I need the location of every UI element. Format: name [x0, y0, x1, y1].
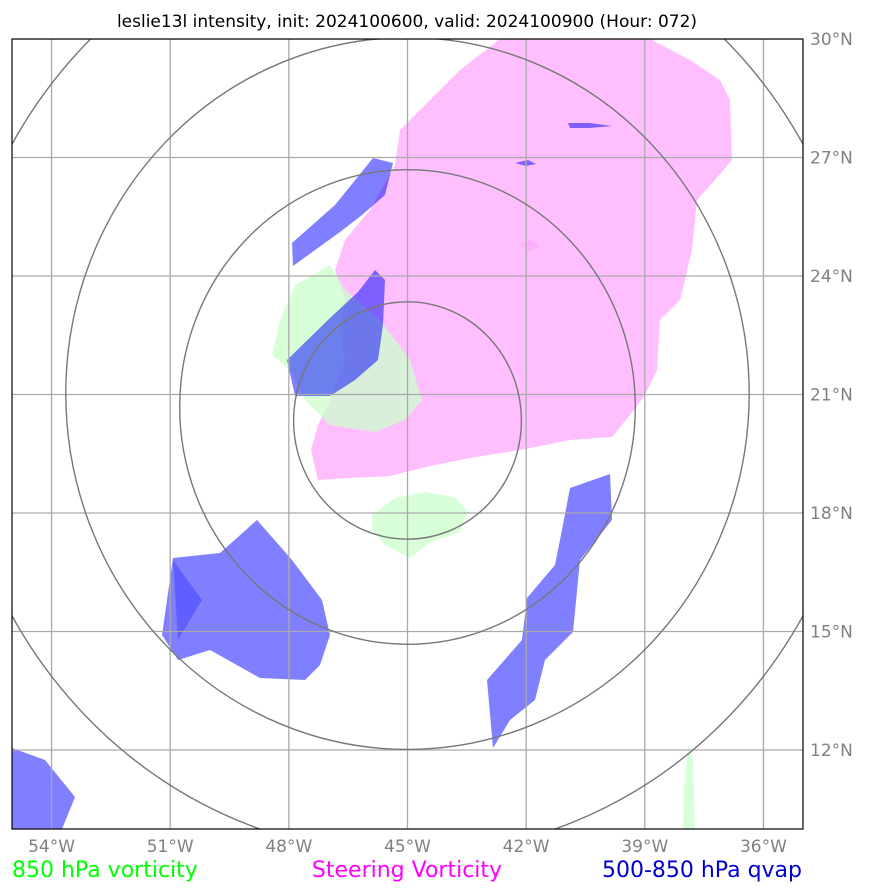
- qvap-far-west: [12, 748, 75, 829]
- latitude-ticks: 12°N 15°N 18°N 21°N 24°N 27°N 30°N: [810, 30, 853, 761]
- graticule: [12, 39, 803, 829]
- range-ring: [292, 301, 523, 540]
- steering-vorticity-region: [311, 39, 732, 480]
- map-frame: [11, 38, 804, 830]
- longitude-tick-label: 39°W: [621, 837, 668, 857]
- latitude-tick-label: 15°N: [810, 623, 853, 643]
- range-ring: [178, 168, 637, 646]
- latitude-tick-label: 12°N: [810, 741, 853, 761]
- qvap-central: [287, 270, 385, 396]
- map-title: leslie13l intensity, init: 2024100600, v…: [117, 12, 697, 32]
- vorticity-850-east: [683, 745, 695, 829]
- qvap-southwest-core: [173, 560, 202, 640]
- legend-steering-vorticity: Steering Vorticity: [312, 858, 502, 883]
- legend-qvap: 500-850 hPa qvap: [602, 858, 802, 883]
- longitude-tick-label: 42°W: [503, 837, 550, 857]
- longitude-tick-label: 54°W: [28, 837, 75, 857]
- longitude-tick-label: 48°W: [265, 837, 312, 857]
- latitude-tick-label: 18°N: [810, 504, 853, 524]
- range-rings: [12, 39, 803, 829]
- longitude-ticks: 54°W 51°W 48°W 45°W 42°W 39°W 36°W: [28, 837, 787, 857]
- range-ring: [65, 39, 750, 751]
- longitude-tick-label: 45°W: [384, 837, 431, 857]
- vorticity-850-south: [372, 492, 468, 558]
- qvap-northwest: [292, 158, 393, 266]
- longitude-tick-label: 36°W: [740, 837, 787, 857]
- longitude-tick-label: 51°W: [147, 837, 194, 857]
- legend-850-vorticity: 850 hPa vorticity: [12, 858, 198, 883]
- latitude-tick-label: 21°N: [810, 386, 853, 406]
- plot-area: [12, 39, 803, 829]
- steering-vorticity-small: [520, 240, 540, 252]
- qvap-southwest: [162, 520, 330, 680]
- qvap-southeast: [487, 474, 612, 748]
- latitude-tick-label: 27°N: [810, 149, 853, 169]
- qvap-sliver-1: [568, 123, 612, 128]
- latitude-tick-label: 24°N: [810, 267, 853, 287]
- latitude-tick-label: 30°N: [810, 30, 853, 50]
